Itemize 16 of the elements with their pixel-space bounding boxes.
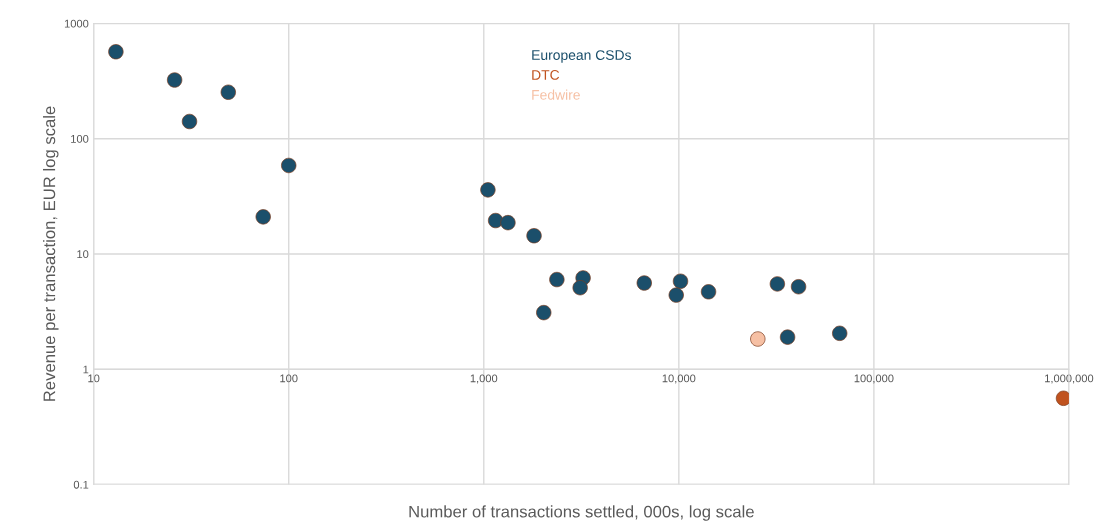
y-tick-label: 1000	[64, 19, 89, 28]
y-tick-label: 100	[71, 134, 89, 143]
y-axis-title: Revenue per transaction, EUR log scale	[43, 106, 59, 401]
text: European CSDs	[532, 50, 631, 63]
y-tick-label: 10	[77, 250, 89, 259]
x-tick-label: 10	[88, 374, 100, 383]
x-tick-label: 100,000	[854, 374, 894, 384]
x-tick-label: 100	[280, 374, 298, 383]
x-axis-title: Number of transactions settled, 000s, log scale	[409, 505, 754, 521]
x-tick-label: 1,000,000	[1045, 374, 1094, 384]
y-tick-label: 1	[83, 365, 89, 374]
x-tick-label: 10,000	[662, 374, 696, 384]
x-tick-label: 1,000	[470, 374, 498, 384]
text: DTC	[532, 70, 560, 80]
y-tick-label: 0.1	[73, 480, 89, 489]
text: Fedwire	[532, 89, 580, 100]
